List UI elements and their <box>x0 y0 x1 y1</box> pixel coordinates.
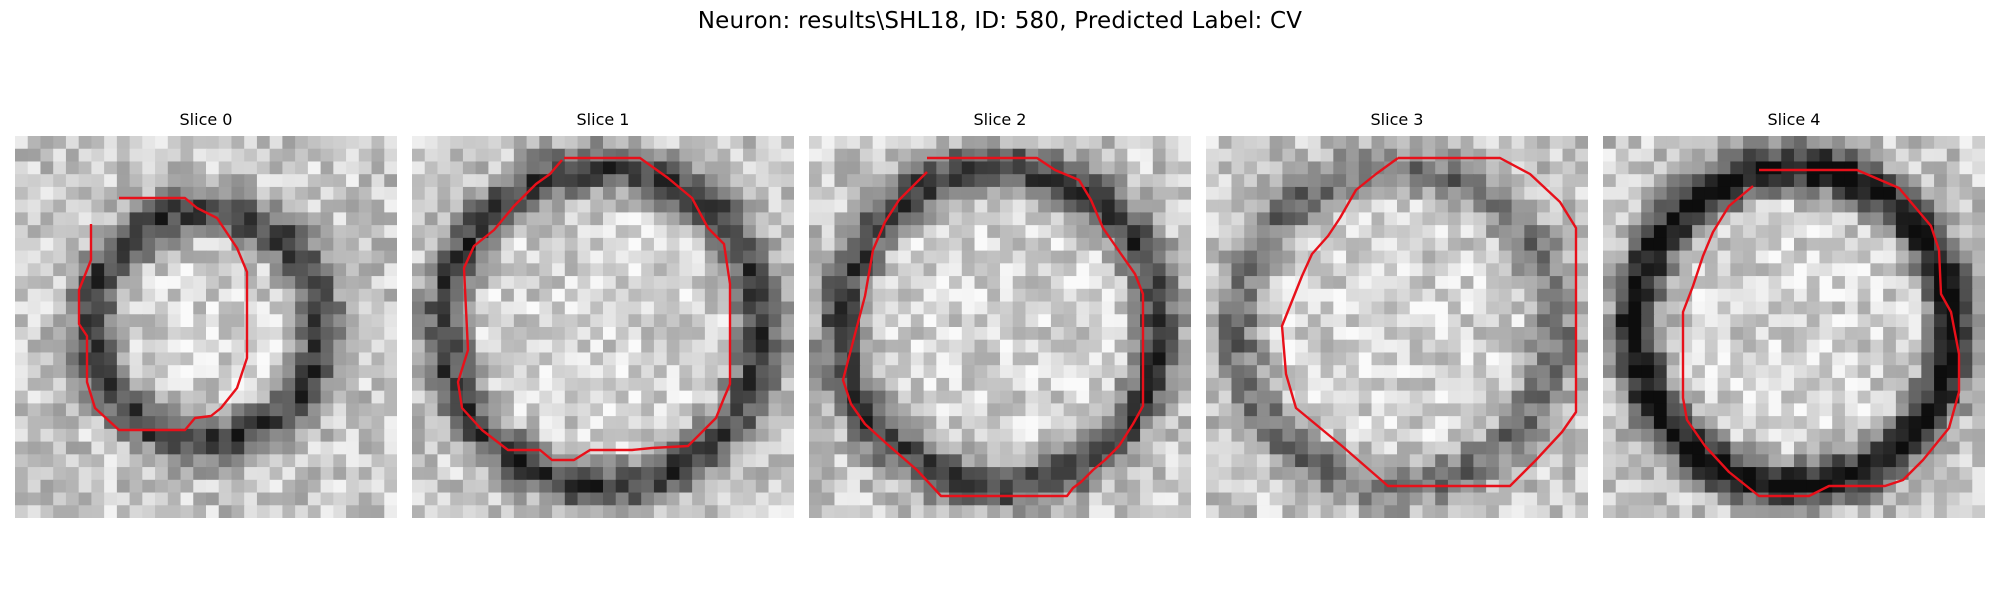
slice-image-0 <box>15 136 397 518</box>
slice-title-4: Slice 4 <box>1767 110 1821 129</box>
slice-image-4 <box>1603 136 1985 518</box>
slice-image-1 <box>412 136 794 518</box>
slice-panel-3: Slice 3 <box>1206 108 1588 518</box>
slice-panel-1: Slice 1 <box>412 108 794 518</box>
nucleus-contour <box>1280 156 1578 488</box>
slice-title-1: Slice 1 <box>576 110 630 129</box>
slice-panel-0: Slice 0 <box>15 108 397 518</box>
slice-image-2 <box>809 136 1191 518</box>
slice-title-3: Slice 3 <box>1370 110 1424 129</box>
grayscale-pixel-grid <box>1206 136 1588 518</box>
slice-image-3 <box>1206 136 1588 518</box>
grayscale-pixel-grid <box>1603 136 1985 518</box>
grayscale-pixel-grid <box>412 136 794 518</box>
slice-panel-2: Slice 2 <box>809 108 1191 518</box>
nucleus-contour <box>1681 168 1961 498</box>
nucleus-contour <box>77 196 249 432</box>
grayscale-pixel-grid <box>15 136 397 518</box>
nucleus-contour <box>456 156 732 462</box>
slice-panel-4: Slice 4 <box>1603 108 1985 518</box>
figure-title: Neuron: results\SHL18, ID: 580, Predicte… <box>697 8 1303 34</box>
slice-title-2: Slice 2 <box>973 110 1027 129</box>
slice-title-0: Slice 0 <box>179 110 233 129</box>
nucleus-contour <box>841 156 1145 498</box>
grayscale-pixel-grid <box>809 136 1191 518</box>
